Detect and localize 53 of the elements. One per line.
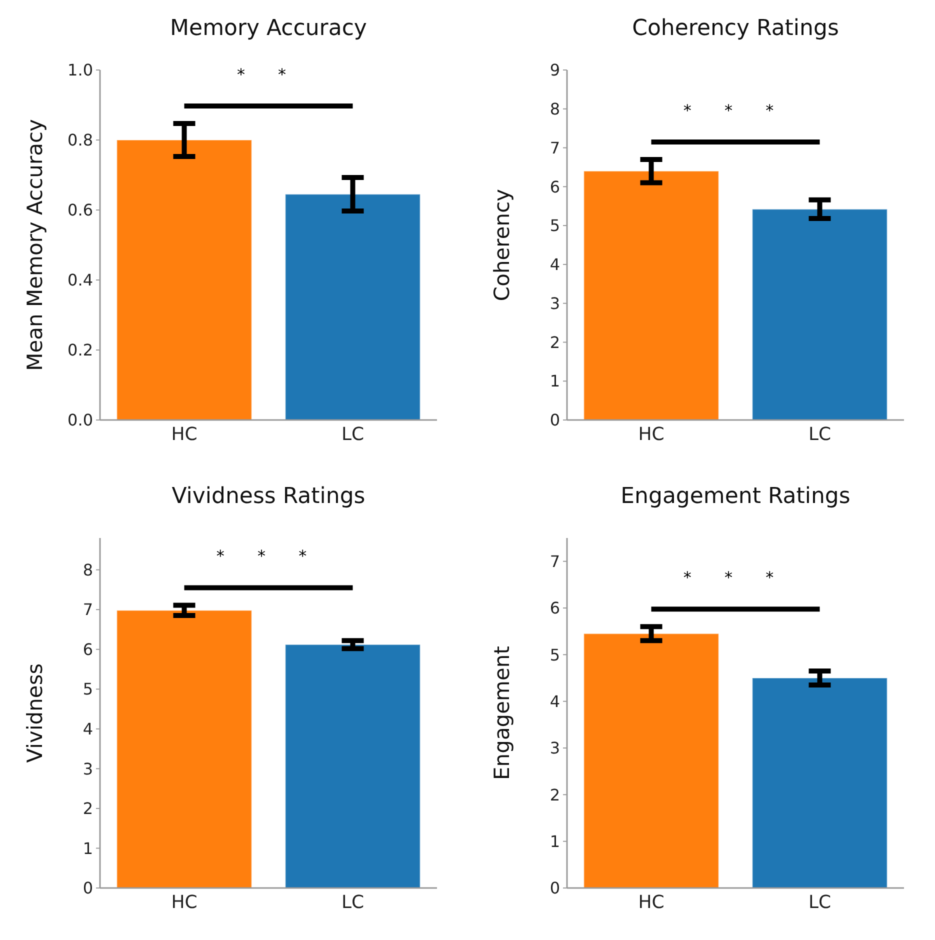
y-tick-label: 1	[550, 372, 560, 391]
y-tick-label: 1.0	[68, 60, 93, 80]
y-tick-label: 6	[550, 177, 560, 196]
x-tick-label: HC	[638, 892, 664, 913]
annotation: * * *	[683, 100, 788, 120]
y-tick-label: 1	[82, 838, 93, 858]
y-tick-label: 6	[82, 640, 93, 659]
y-tick-label: 0.0	[68, 410, 93, 430]
x-tick-label: LC	[808, 424, 832, 445]
chart-title: Engagement Ratings	[620, 484, 850, 509]
y-tick-label: 5	[82, 680, 93, 699]
y-tick-label: 4	[550, 255, 560, 274]
annotation: * * *	[683, 568, 788, 588]
x-tick-label: LC	[341, 892, 364, 913]
y-tick-label: 0.4	[68, 270, 93, 290]
y-tick-label: 8	[550, 99, 560, 118]
chart-title: Memory Accuracy	[170, 16, 367, 41]
chart-title: Vividness Ratings	[172, 484, 366, 509]
y-tick-label: 6	[550, 598, 560, 618]
y-tick-label: 2	[82, 799, 93, 818]
y-tick-label: 4	[550, 692, 560, 711]
y-axis-title: Coherency	[490, 188, 514, 302]
y-tick-label: 7	[550, 138, 560, 158]
x-tick-label: HC	[171, 892, 198, 913]
y-tick-label: 7	[82, 600, 93, 620]
x-tick-label: LC	[341, 424, 364, 445]
y-tick-label: 0	[550, 878, 560, 898]
y-tick-label: 5	[550, 645, 560, 664]
x-tick-label: HC	[638, 424, 664, 445]
y-axis-title: Vividness	[23, 663, 47, 763]
y-tick-label: 9	[550, 60, 560, 80]
annotation: * * *	[216, 546, 321, 566]
y-axis-title: Mean Memory Accuracy	[23, 119, 47, 371]
y-tick-label: 0	[82, 878, 93, 898]
y-axis-title: Engagement	[490, 646, 514, 780]
y-tick-label: 0.2	[68, 340, 93, 360]
y-tick-label: 1	[550, 832, 560, 851]
annotation: * *	[236, 65, 300, 84]
y-tick-label: 7	[550, 552, 560, 571]
x-tick-label: LC	[808, 892, 832, 913]
y-tick-label: 3	[550, 294, 560, 313]
x-tick-label: HC	[171, 424, 198, 445]
y-tick-label: 3	[550, 738, 560, 758]
y-tick-label: 3	[82, 759, 93, 778]
y-tick-label: 0	[550, 410, 560, 430]
y-tick-label: 0.6	[68, 200, 93, 220]
y-tick-label: 0.8	[68, 130, 93, 150]
y-tick-label: 8	[82, 560, 93, 580]
y-tick-label: 2	[550, 785, 560, 804]
y-tick-label: 4	[82, 720, 93, 739]
y-tick-label: 5	[550, 216, 560, 236]
chart-title: Coherency Ratings	[632, 16, 839, 41]
y-tick-label: 2	[550, 332, 560, 352]
